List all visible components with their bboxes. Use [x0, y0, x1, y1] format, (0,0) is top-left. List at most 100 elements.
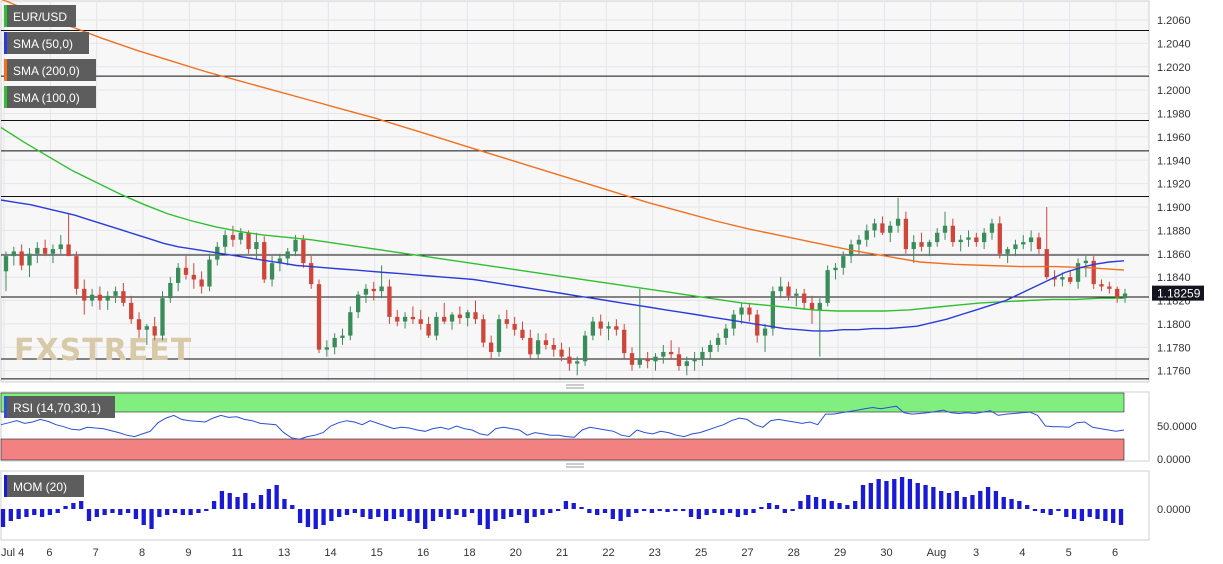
mom-bar [595, 509, 600, 515]
candle-body [520, 329, 525, 338]
candle-body [371, 288, 376, 292]
candle-body [770, 291, 776, 329]
candle-body [512, 323, 517, 330]
candle-body [653, 356, 658, 362]
mom-bar [133, 509, 139, 519]
mom-bar [548, 509, 553, 513]
candle-body [1107, 286, 1112, 289]
price-axis: 1.2060 1.2040 1.2020 1.2000 1.1980 1.1960 1.19… [1157, 15, 1191, 378]
candle-body [582, 335, 588, 362]
candle-body [1122, 293, 1128, 299]
date-tick-label: 27 [741, 547, 753, 559]
candle-body [168, 282, 173, 299]
mom-bar [868, 483, 873, 509]
date-tick-label: 3 [973, 547, 979, 559]
candle-body [864, 230, 869, 240]
mom-bar [884, 481, 889, 509]
candle-body [676, 354, 682, 366]
candle-body [113, 291, 118, 296]
mom-bar [845, 505, 850, 509]
candle-body [1083, 260, 1089, 264]
mom-bar [469, 509, 475, 513]
candle-body [802, 293, 807, 303]
candle-body [74, 256, 79, 289]
mom-bar [978, 491, 983, 509]
candle-body [340, 335, 345, 338]
rsi-legend[interactable]: RSI (14,70,30,1) [4, 396, 115, 418]
sma50-label: SMA (50,0) [13, 37, 73, 51]
candle-body [1075, 263, 1081, 282]
candle-body [559, 349, 564, 357]
candle-body [880, 223, 885, 233]
mom-tick-0: 0.0000 [1157, 504, 1191, 516]
mom-bar [86, 509, 92, 521]
candle-body [418, 319, 423, 324]
candle-body [919, 242, 924, 247]
legend-sma200[interactable]: SMA (200,0) [4, 59, 96, 81]
mom-bar [16, 509, 21, 519]
candle-body [121, 291, 126, 303]
mom-bar [985, 487, 991, 509]
candle-body [1036, 237, 1042, 250]
mom-bar [970, 495, 975, 509]
candle-body [222, 235, 228, 247]
sma200-label: SMA (200,0) [13, 64, 80, 78]
pane-resize-handle[interactable] [566, 384, 584, 389]
mom-bar [954, 491, 959, 509]
candle-body [1052, 277, 1057, 280]
mom-bar [899, 477, 905, 509]
mom-bar [415, 509, 420, 523]
mom-bar [774, 505, 780, 509]
candle-body [606, 326, 611, 329]
legend-symbol[interactable]: EUR/USD [4, 5, 76, 27]
candle-body [465, 312, 470, 319]
legend-sma100[interactable]: SMA (100,0) [4, 86, 96, 108]
price-grid [1, 1, 1149, 382]
date-tick-label: 4 [1019, 547, 1025, 559]
sma50-line [0, 199, 1125, 332]
candle-body [1044, 249, 1049, 278]
candle-body [449, 314, 455, 322]
mom-bar [688, 509, 694, 517]
candle-body [348, 312, 353, 336]
candle-body [89, 294, 95, 301]
mom-bar [219, 491, 225, 509]
mom-bar [235, 497, 240, 509]
mom-bar [430, 509, 436, 521]
legend-sma50[interactable]: SMA (50,0) [4, 32, 89, 54]
candle-body [426, 323, 431, 336]
candle-body [1013, 244, 1018, 250]
mom-bar [618, 509, 623, 521]
candle-body [254, 242, 259, 250]
date-tick-label: 5 [1066, 547, 1072, 559]
date-tick-label: 16 [417, 547, 429, 559]
rsi-oversold-zone [0, 438, 1125, 461]
date-tick-label: 6 [46, 547, 52, 559]
candle-body [285, 251, 290, 259]
last-price-box [1152, 285, 1204, 301]
mom-bar [907, 479, 913, 509]
mom-bar [751, 509, 756, 513]
price-tick-label: 1.1800 [1157, 319, 1191, 331]
mom-bar [8, 509, 13, 521]
candle-body [387, 286, 392, 317]
mom-legend[interactable]: MOM (20) [4, 475, 84, 497]
price-tick-label: 1.1940 [1157, 155, 1191, 167]
sma200-line [1, 0, 1125, 271]
candle-body [66, 244, 71, 257]
candle-body [199, 279, 204, 287]
mom-bar [118, 509, 123, 515]
mom-bar [313, 509, 318, 529]
candle-body [355, 294, 361, 313]
candle-body [19, 251, 24, 266]
mom-bar [211, 501, 217, 509]
candle-body [152, 326, 157, 336]
candle-body [645, 358, 650, 362]
pane-resize-handle-2[interactable] [566, 463, 584, 468]
mom-bar [501, 509, 506, 519]
mom-bar [915, 483, 920, 509]
candle-body [246, 232, 251, 250]
mom-bar [344, 509, 350, 515]
date-tick-label: 11 [232, 547, 243, 559]
candle-body [105, 295, 110, 301]
